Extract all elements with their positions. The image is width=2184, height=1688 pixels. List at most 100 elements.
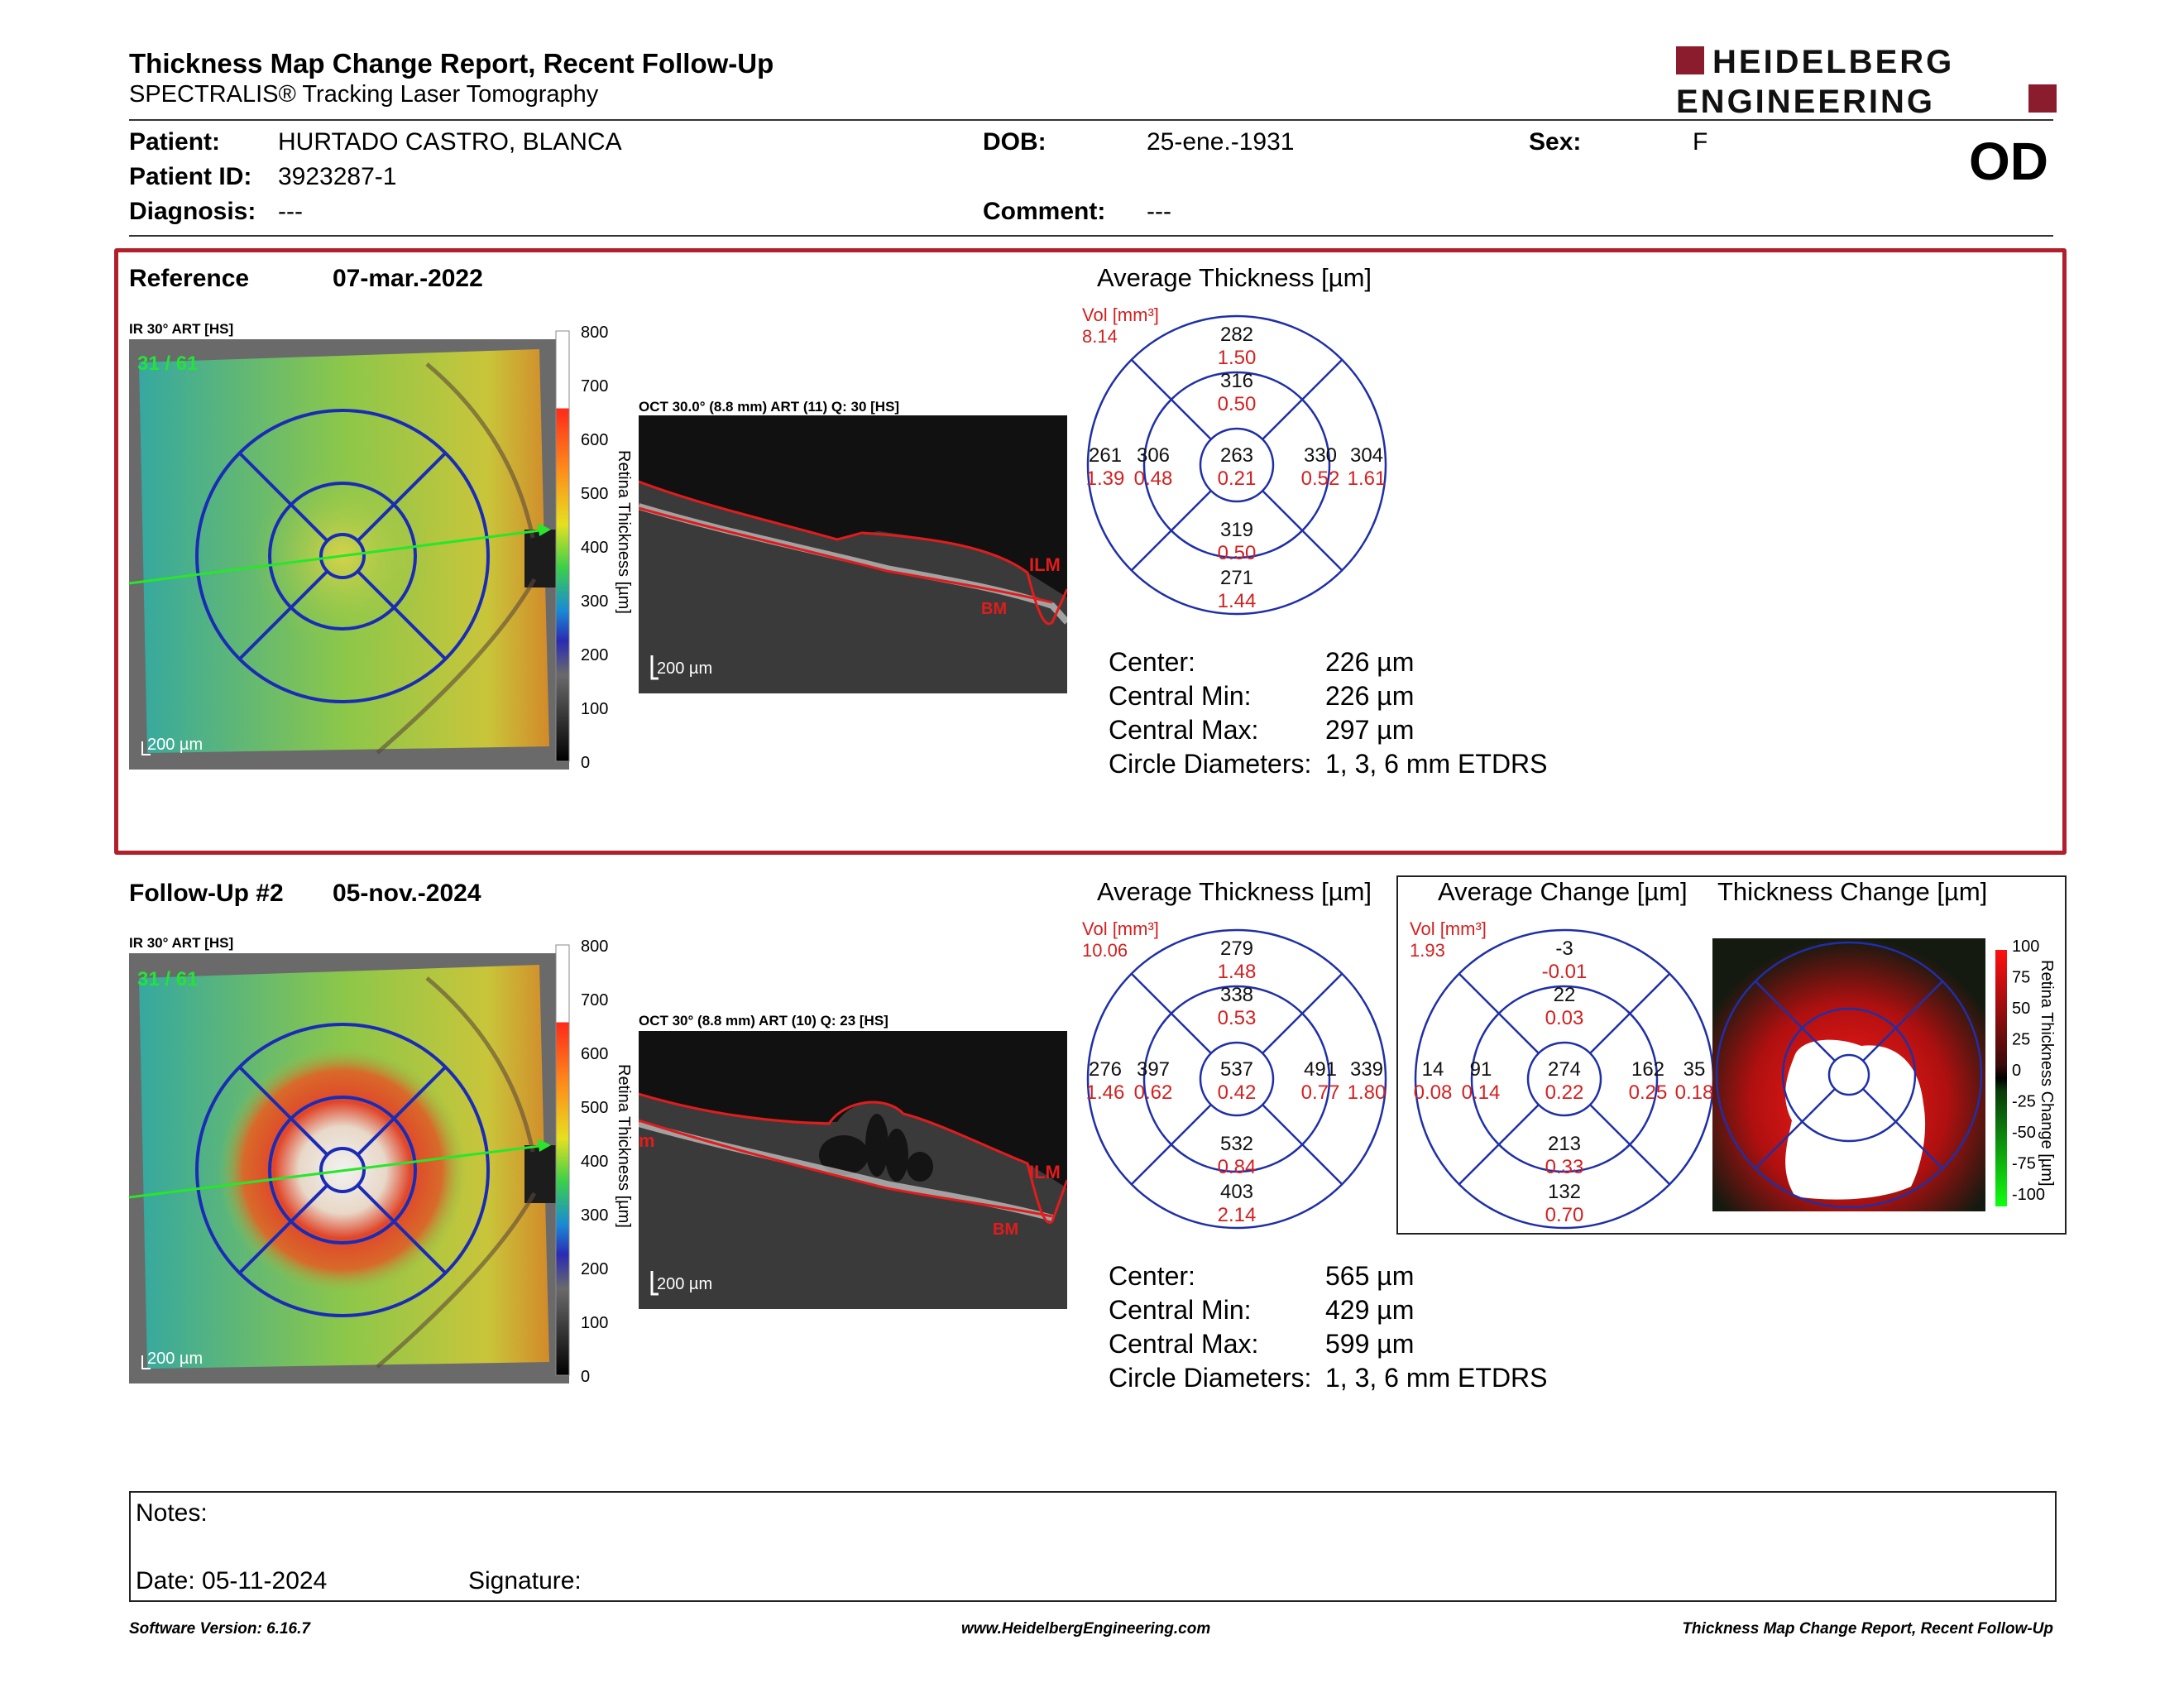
reference-thickness-scale: 800 700 600 500 400 300 200 100 0 Retina Thickne… [555,326,633,772]
grid-thickness-outer-bottom: 403 [1220,1181,1253,1203]
grid-thickness-outer-left: 261 [1089,444,1122,467]
grid-thickness-outer-bottom: 271 [1220,567,1253,589]
scale-tick-label: 50 [2012,1000,2030,1018]
change-panel [1396,875,2067,1235]
signature-label: Signature: [468,1567,582,1594]
scale-tick-label: 700 [581,377,608,396]
change-map-title: Thickness Change [µm] [1717,877,1988,906]
report-subtitle: SPECTRALIS® Tracking Laser Tomography [129,81,599,108]
scale-tick-label: 500 [581,485,608,503]
reference-diameters-value: 1, 3, 6 mm ETDRS [1325,749,1548,779]
grid-volume-inner-bottom: 0.50 [1218,542,1257,564]
grid-volume-outer-bottom: 1.44 [1218,590,1257,612]
grid-volume-inner-bottom: 0.84 [1218,1156,1257,1178]
reference-ilm-label: ILM [1029,554,1061,575]
reference-central-min-value: 226 µm [1325,681,1415,711]
grid-volume-center: 0.21 [1218,468,1257,490]
grid-thickness-inner-top: 338 [1220,984,1253,1006]
grid-volume-outer-right: 1.80 [1348,1081,1387,1104]
change-vol-label: Vol [mm³] [1410,918,1487,939]
scale-tick-label: 400 [581,539,608,557]
followup-vol-label: Vol [mm³] [1082,918,1159,939]
followup-center-label: Center: [1109,1261,1195,1291]
grid-thickness-inner-bottom: 213 [1548,1133,1581,1155]
reference-center-label: Center: [1109,647,1195,677]
grid-volume-inner-left: 0.48 [1134,468,1173,490]
followup-oct-label: OCT 30° (8.8 mm) ART (10) Q: 23 [HS] [639,1013,888,1029]
reference-center-value: 226 µm [1325,647,1415,677]
grid-volume-outer-top: 1.50 [1218,347,1257,369]
change-grid-title: Average Change [µm] [1438,877,1688,906]
notes-box[interactable] [129,1491,2057,1602]
scale-tick-label: -25 [2012,1093,2036,1111]
grid-thickness-inner-bottom: 532 [1220,1133,1253,1155]
followup-label: Follow-Up #2 [129,880,284,907]
report-title: Thickness Map Change Report, Recent Foll… [129,48,774,79]
scale-tick-label: 0 [581,1368,590,1386]
reference-oct-bscan: ILM BM 200 µm [639,415,1067,693]
scale-tick-label: 600 [581,1045,608,1063]
grid-thickness-center: 274 [1548,1058,1581,1081]
diagnosis-label: Diagnosis: [129,198,256,225]
followup-fundus-map: 31 / 61 200 µm [129,953,569,1383]
grid-thickness-outer-top: 282 [1220,324,1253,346]
scale-tick-label: -50 [2012,1124,2036,1142]
scale-tick-label: 0 [2012,1062,2021,1080]
grid-thickness-center: 263 [1220,444,1253,467]
grid-thickness-inner-right: 491 [1304,1058,1337,1081]
followup-central-max-label: Central Max: [1109,1329,1259,1359]
reference-central-min-label: Central Min: [1109,681,1252,711]
followup-ir-label: IR 30° ART [HS] [129,935,234,951]
patient-value: HURTADO CASTRO, BLANCA [278,128,622,156]
dob-value: 25-ene.-1931 [1147,128,1295,156]
patient-label: Patient: [129,128,221,156]
scale-tick-label: 100 [581,1314,608,1332]
followup-ilm-label: ILM [1029,1162,1061,1182]
grid-thickness-inner-top: 316 [1220,370,1253,392]
followup-thickness-scale: 800 700 600 500 400 300 200 100 0 Retina Thickne… [555,940,633,1386]
thickness-change-map: 100 75 50 25 0 -25 -50 -75 -100 Retina Thickness… [1712,938,2056,1211]
svg-text:ENGINEERING: ENGINEERING [1676,84,1935,116]
reference-fundus-scale: 200 µm [147,736,203,754]
reference-date: 07-mar.-2022 [333,265,483,292]
reference-oct-scale: 200 µm [657,659,712,678]
scale-tick-label: 800 [581,326,608,342]
grid-volume-inner-right: 0.25 [1629,1081,1668,1104]
grid-volume-inner-top: 0.50 [1218,393,1257,415]
change-scale-label: Retina Thickness Change [µm] [2038,960,2056,1187]
grid-thickness-inner-right: 330 [1304,444,1337,467]
reference-etdrs-grid: Vol [mm³] 8.14 2821.503160.502611.393060… [1082,305,1387,616]
scale-tick-label: -100 [2012,1186,2045,1204]
followup-frame-counter: 31 / 61 [137,968,198,990]
grid-volume-inner-bottom: 0.33 [1545,1156,1584,1178]
grid-volume-inner-left: 0.14 [1462,1081,1501,1104]
grid-volume-inner-top: 0.03 [1545,1007,1584,1029]
grid-thickness-inner-right: 162 [1631,1058,1664,1081]
svg-text:HEIDELBERG: HEIDELBERG [1712,44,1954,80]
grid-thickness-inner-top: 22 [1554,984,1576,1006]
scale-tick-label: 500 [581,1099,608,1117]
scale-tick-label: 800 [581,940,608,956]
patient-divider [129,235,2053,237]
followup-scale-label: Retina Thickness [µm] [615,1064,633,1228]
reference-grid-title: Average Thickness [µm] [1097,263,1372,292]
grid-volume-outer-bottom: 0.70 [1545,1204,1584,1226]
grid-thickness-center: 537 [1220,1058,1253,1081]
followup-grid-title: Average Thickness [µm] [1097,877,1372,906]
grid-volume-inner-right: 0.77 [1301,1081,1340,1104]
grid-volume-center: 0.42 [1218,1081,1257,1104]
header-divider [129,119,2053,121]
reference-scale-label: Retina Thickness [µm] [615,450,633,614]
grid-volume-outer-right: 0.18 [1675,1081,1714,1104]
followup-central-min-label: Central Min: [1109,1295,1252,1325]
scale-tick-label: 400 [581,1153,608,1171]
grid-thickness-inner-left: 306 [1137,444,1170,467]
notes-date: Date: 05-11-2024 [136,1567,328,1594]
grid-volume-outer-left: 1.46 [1086,1081,1125,1104]
reference-bm-label: BM [981,600,1007,618]
scale-tick-label: 700 [581,991,608,1009]
heidelberg-logo: HEIDELBERG ENGINEERING [1676,44,2057,116]
sex-value: F [1693,128,1708,156]
grid-volume-outer-right: 1.61 [1348,468,1387,490]
grid-thickness-inner-left: 91 [1470,1058,1492,1081]
